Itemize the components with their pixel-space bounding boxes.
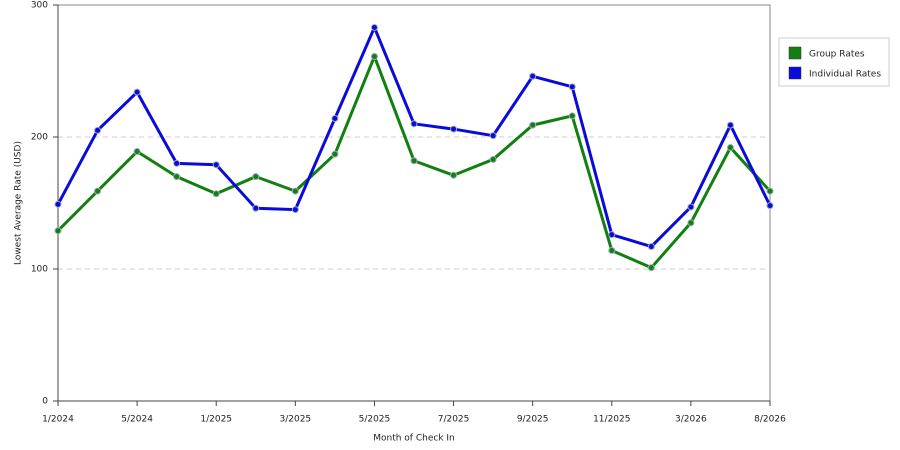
- data-point: [647, 243, 655, 251]
- x-tick-label: 1/2025: [200, 415, 232, 425]
- y-axis-label: Lowest Average Rate (USD): [14, 141, 24, 265]
- data-point: [450, 171, 458, 179]
- x-tick-label: 1/2024: [42, 415, 74, 425]
- data-point: [568, 83, 576, 91]
- data-point: [687, 219, 695, 227]
- data-point: [647, 264, 655, 272]
- x-axis-label: Month of Check In: [373, 434, 455, 444]
- data-point: [529, 121, 537, 129]
- data-point: [133, 88, 141, 96]
- y-tick-label: 300: [31, 1, 48, 11]
- data-point: [291, 206, 299, 214]
- data-point: [54, 227, 62, 235]
- data-point: [410, 157, 418, 165]
- data-point: [54, 200, 62, 208]
- x-tick-label: 3/2025: [279, 415, 311, 425]
- y-tick-label: 0: [42, 397, 48, 407]
- legend-label: Individual Rates: [809, 70, 881, 80]
- data-point: [687, 203, 695, 211]
- y-tick-label: 200: [31, 133, 48, 143]
- data-point: [94, 126, 102, 134]
- data-point: [450, 125, 458, 133]
- legend-swatch: [788, 46, 802, 60]
- data-point: [726, 121, 734, 129]
- data-point: [608, 231, 616, 239]
- legend-label: Group Rates: [809, 50, 865, 60]
- data-point: [94, 187, 102, 195]
- data-point: [212, 190, 220, 198]
- data-point: [489, 132, 497, 140]
- y-tick-label: 100: [31, 265, 48, 275]
- x-tick-label: 8/2026: [754, 415, 786, 425]
- x-tick-label: 5/2025: [359, 415, 391, 425]
- x-tick-label: 5/2024: [121, 415, 153, 425]
- data-point: [331, 150, 339, 158]
- data-point: [173, 159, 181, 167]
- x-tick-label: 3/2026: [675, 415, 707, 425]
- data-point: [212, 161, 220, 169]
- data-point: [726, 144, 734, 152]
- legend-swatch: [788, 66, 802, 80]
- data-point: [568, 112, 576, 120]
- data-point: [370, 52, 378, 60]
- legend: Group Rates Individual Rates: [778, 37, 890, 87]
- data-point: [291, 187, 299, 195]
- data-point: [331, 115, 339, 123]
- data-point: [529, 72, 537, 80]
- data-point: [766, 202, 774, 210]
- data-point: [608, 247, 616, 255]
- x-tick-label: 7/2025: [438, 415, 470, 425]
- data-point: [173, 173, 181, 181]
- data-point: [410, 120, 418, 128]
- data-point: [133, 148, 141, 156]
- data-point: [370, 23, 378, 31]
- data-point: [252, 204, 260, 212]
- x-tick-label: 11/2025: [593, 415, 630, 425]
- data-point: [489, 155, 497, 163]
- data-point: [252, 173, 260, 181]
- data-point: [766, 187, 774, 195]
- plot-frame: [57, 4, 771, 402]
- x-tick-label: 9/2025: [517, 415, 549, 425]
